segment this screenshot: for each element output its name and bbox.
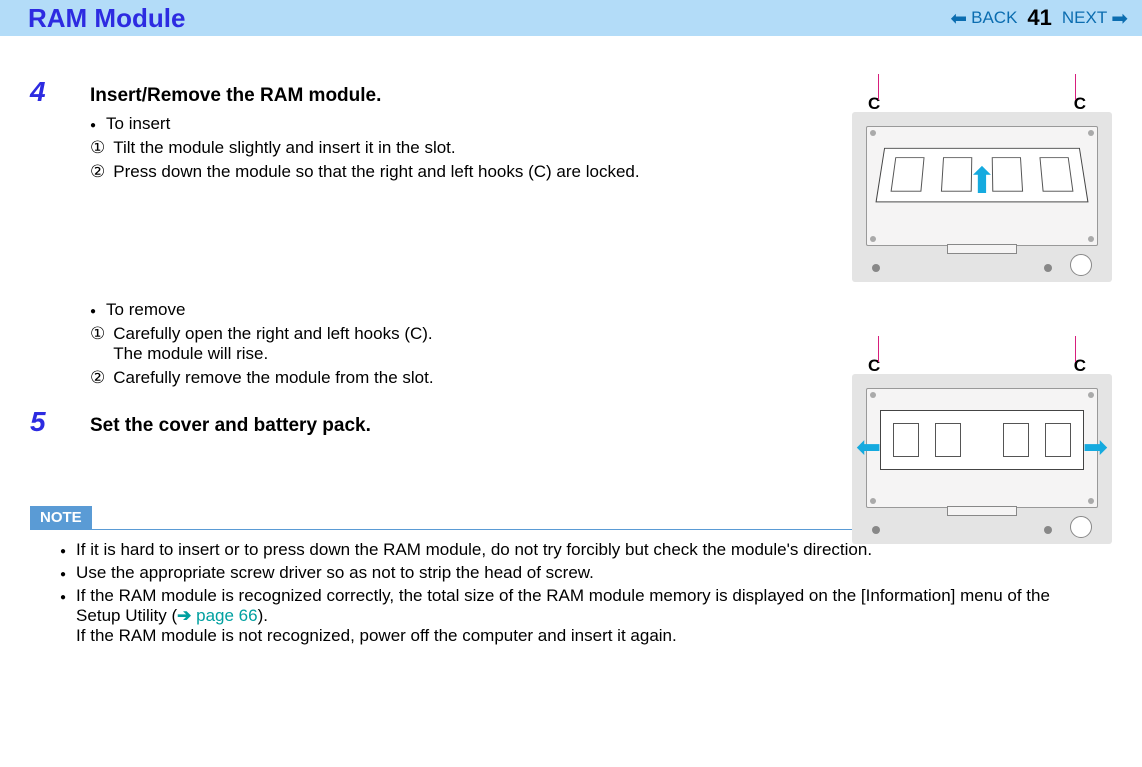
step-title: Insert/Remove the RAM module. — [90, 85, 381, 107]
open-hook-arrow-icon: ⬅ — [856, 430, 881, 465]
foot-dot-icon — [872, 526, 880, 534]
substep-heading: To remove — [90, 300, 810, 320]
screw-hole-icon — [870, 498, 876, 504]
screw-hole-icon — [1088, 498, 1094, 504]
step-number: 4 — [30, 76, 90, 108]
foot-dot-icon — [1044, 264, 1052, 272]
page-title: RAM Module — [28, 3, 185, 34]
text: Carefully open the right and left hooks … — [113, 324, 432, 364]
ram-module-graphic — [880, 410, 1084, 470]
substep-item: ① Tilt the module slightly and insert it … — [90, 138, 810, 158]
text: Tilt the module slightly and insert it i… — [113, 138, 455, 158]
ram-chip-icon — [1039, 157, 1073, 191]
note-label: NOTE — [30, 506, 92, 529]
screw-hole-icon — [1088, 236, 1094, 242]
link-arrow-icon: ➔ — [177, 606, 196, 625]
next-arrow-icon[interactable]: ➡ — [1111, 6, 1128, 31]
screw-hole-icon — [870, 130, 876, 136]
ram-chip-icon — [935, 423, 961, 457]
text: To remove — [106, 300, 185, 320]
substep-heading: To insert — [90, 114, 810, 134]
text: If the RAM module is recognized correctl… — [76, 586, 1092, 646]
text-part: ). — [258, 606, 268, 625]
foot-dot-icon — [1044, 526, 1052, 534]
circled-number-icon: ① — [90, 138, 105, 158]
diagram-panel: ⬅ ➡ — [852, 374, 1112, 544]
text: To insert — [106, 114, 170, 134]
text: Use the appropriate screw driver so as n… — [76, 563, 594, 583]
circle-icon — [1070, 516, 1092, 538]
circled-number-icon: ② — [90, 162, 105, 182]
circled-number-icon: ② — [90, 368, 105, 388]
diagram-insert: C C ⬆ — [852, 74, 1112, 282]
circled-number-icon: ① — [90, 324, 105, 364]
text-part: If the RAM module is not recognized, pow… — [76, 626, 677, 645]
content-area: C C ⬆ C C — [0, 36, 1142, 669]
slot-graphic — [947, 244, 1017, 254]
back-arrow-icon[interactable]: ⬅ — [950, 6, 967, 31]
open-hook-arrow-icon: ➡ — [1083, 430, 1108, 465]
ram-chip-icon — [1003, 423, 1029, 457]
step-number: 5 — [30, 406, 90, 438]
text: Carefully remove the module from the slo… — [113, 368, 433, 388]
note-item: Use the appropriate screw driver so as n… — [60, 563, 1092, 583]
page-link[interactable]: page 66 — [196, 606, 257, 625]
text: If it is hard to insert or to press down… — [76, 540, 872, 560]
circle-icon — [1070, 254, 1092, 276]
press-down-arrow-icon: ⬆ — [967, 160, 997, 202]
hook-indicator-line — [1075, 336, 1076, 362]
foot-dot-icon — [872, 264, 880, 272]
hook-indicator-line — [878, 74, 879, 100]
screw-hole-icon — [1088, 392, 1094, 398]
hook-indicator-line — [1075, 74, 1076, 100]
screw-hole-icon — [870, 236, 876, 242]
diagram-panel: ⬆ — [852, 112, 1112, 282]
substep-item: ② Press down the module so that the right… — [90, 162, 810, 182]
back-button[interactable]: BACK — [971, 8, 1017, 28]
header-nav: ⬅ BACK 41 NEXT ➡ — [950, 5, 1128, 31]
step-title: Set the cover and battery pack. — [90, 415, 371, 437]
hook-indicator-line — [878, 336, 879, 362]
substep-item: ①Carefully open the right and left hooks… — [90, 324, 810, 364]
ram-chip-icon — [893, 423, 919, 457]
page-header: RAM Module ⬅ BACK 41 NEXT ➡ — [0, 0, 1142, 36]
note-list: If it is hard to insert or to press down… — [30, 540, 1112, 646]
text: Press down the module so that the right … — [113, 162, 639, 182]
slot-graphic — [947, 506, 1017, 516]
page-number: 41 — [1027, 5, 1051, 31]
next-button[interactable]: NEXT — [1062, 8, 1107, 28]
substep-item: ② Carefully remove the module from the sl… — [90, 368, 810, 388]
screw-hole-icon — [870, 392, 876, 398]
diagram-remove: C C ⬅ ➡ — [852, 336, 1112, 544]
ram-chip-icon — [1045, 423, 1071, 457]
note-item: If the RAM module is recognized correctl… — [60, 586, 1092, 646]
screw-hole-icon — [1088, 130, 1094, 136]
ram-chip-icon — [891, 157, 925, 191]
